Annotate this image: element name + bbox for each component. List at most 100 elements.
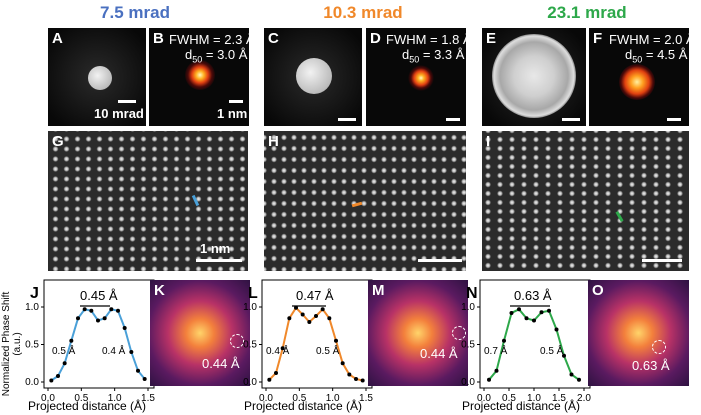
- data-point: [287, 316, 292, 321]
- data-point: [56, 374, 60, 378]
- data-point: [494, 368, 499, 373]
- resolution-label: 0.44 Å: [202, 356, 240, 371]
- scale-bar: [667, 118, 681, 121]
- data-point: [294, 305, 298, 310]
- data-point: [562, 353, 566, 358]
- left-width-label: 0.4 Å: [266, 344, 290, 357]
- data-point: [76, 316, 80, 321]
- bright-field-disc: [88, 66, 112, 90]
- y-tick-label: 1.0: [243, 302, 257, 313]
- right-width-label: 0.5 Å: [540, 344, 564, 357]
- chart-plot-area: 0.0 0.5 1.0 1.5 0.0 0.5 1.0: [25, 302, 155, 404]
- x-tick-label: 1.0: [326, 393, 340, 404]
- scale-bar-label: 1 nm: [200, 241, 231, 256]
- panel-a-diffraction-disc: A 10 mrad: [48, 28, 146, 126]
- probe-spot: [408, 65, 434, 91]
- panel-label: C: [268, 30, 279, 47]
- resolution-circle: [652, 340, 666, 354]
- x-tick-label: 1.5: [359, 393, 373, 404]
- x-axis-title: Projected distance (Å): [244, 398, 362, 413]
- panel-n-line-profile: N 0.0 0.5 1.0 1.5 2.00.00.51.0 0.63 Å 0.7 Å …: [461, 279, 591, 413]
- data-point: [360, 378, 365, 383]
- panel-label: N: [466, 285, 478, 302]
- panel-g-atomic-image: G 1 nm: [48, 131, 248, 271]
- data-point: [539, 310, 544, 315]
- data-point: [300, 312, 305, 317]
- data-point: [280, 346, 285, 351]
- x-tick-label: 0.5: [502, 393, 516, 404]
- x-tick-label: 0.0: [259, 393, 273, 404]
- header-7-5-mrad: 7.5 mrad: [100, 3, 170, 22]
- fwhm-value: FWHM = 2.3 Å: [169, 32, 249, 47]
- d50-value: d50 = 3.0 Å: [185, 47, 248, 65]
- d50-value: d50 = 3.3 Å: [402, 47, 465, 65]
- data-point: [347, 372, 352, 377]
- data-point: [569, 372, 574, 377]
- x-tick-label: 1.0: [527, 393, 541, 404]
- data-point: [307, 320, 312, 324]
- profile-line: [268, 306, 363, 382]
- panel-j-line-profile: J 0.0 0.5 1.0 1.5 0.0 0.5 1.0 0.45 Å 0.5 Å 0.4…: [25, 279, 155, 413]
- line-profile-marker: [615, 210, 624, 223]
- probe-spot: [185, 60, 215, 90]
- scale-bar: [446, 118, 460, 121]
- panel-o-fft: O 0.63 Å: [588, 280, 689, 386]
- data-point: [554, 327, 559, 332]
- resolution-circle: [230, 334, 244, 348]
- panel-label: K: [154, 282, 165, 299]
- data-point: [89, 308, 94, 313]
- panel-label: H: [268, 133, 279, 150]
- panel-l-line-profile: L 0.0 0.5 1.0 1.5 0.0 0.5 1.0 0.47 Å 0.4 Å 0.5…: [243, 279, 373, 413]
- separation-label: 0.47 Å: [296, 288, 334, 303]
- data-point: [102, 316, 107, 321]
- panel-b-probe-image: B FWHM = 2.3 Å d50 = 3.0 Å 1 nm: [149, 28, 249, 126]
- data-point: [517, 307, 521, 312]
- data-point: [502, 338, 506, 343]
- scale-bar-label: 1 nm: [217, 106, 248, 121]
- right-width-label: 0.4 Å: [102, 344, 126, 357]
- y-tick-label: 0.5: [243, 340, 257, 351]
- data-point: [122, 326, 127, 330]
- data-point: [129, 350, 134, 354]
- data-point: [354, 377, 358, 381]
- data-point: [547, 308, 551, 313]
- bright-field-disc: [492, 34, 576, 118]
- x-tick-label: 0.0: [477, 393, 491, 404]
- x-tick-label: 2.0: [577, 393, 591, 404]
- separation-label: 0.45 Å: [80, 288, 118, 303]
- x-tick-label: 0.0: [41, 393, 55, 404]
- chart-plot-area: 0.0 0.5 1.0 1.5 0.0 0.5 1.0: [243, 302, 373, 404]
- panel-label: G: [52, 133, 64, 150]
- probe-metrics: FWHM = 2.3 Å d50 = 3.0 Å: [169, 32, 249, 65]
- probe-metrics: FWHM = 1.8 Å d50 = 3.3 Å: [386, 32, 466, 65]
- data-point: [69, 338, 74, 343]
- panel-label: I: [486, 133, 491, 150]
- panel-e-diffraction-disc: E: [482, 28, 586, 126]
- x-axis-title: Projected distance (Å): [28, 398, 146, 413]
- panel-label: E: [486, 30, 497, 47]
- x-tick-label: 0.5: [292, 393, 306, 404]
- line-profile-marker: [191, 194, 200, 207]
- panel-c-diffraction-disc: C: [264, 28, 362, 126]
- right-width-label: 0.5 Å: [316, 344, 340, 357]
- scale-bar: [118, 100, 136, 103]
- resolution-circle: [452, 326, 466, 340]
- x-tick-label: 1.5: [141, 393, 155, 404]
- data-point: [109, 307, 114, 312]
- panel-f-probe-image: F FWHM = 2.0 Å d50 = 4.5 Å: [589, 28, 689, 126]
- x-axis-title: Projected distance (Å): [462, 398, 580, 413]
- panel-h-atomic-image: H: [264, 131, 466, 271]
- separation-label: 0.63 Å: [514, 288, 552, 303]
- d50-value: d50 = 4.5 Å: [625, 47, 688, 65]
- data-point: [577, 377, 581, 382]
- fwhm-value: FWHM = 2.0 Å: [609, 32, 689, 47]
- left-width-label: 0.5 Å: [52, 344, 76, 357]
- scale-bar: [562, 118, 580, 121]
- data-point: [116, 308, 120, 313]
- panel-label: A: [52, 30, 63, 47]
- data-point: [487, 377, 491, 382]
- header-10-3-mrad: 10.3 mrad: [323, 3, 403, 22]
- data-point: [320, 307, 325, 312]
- bright-field-disc: [296, 58, 332, 94]
- panel-label: F: [593, 30, 603, 47]
